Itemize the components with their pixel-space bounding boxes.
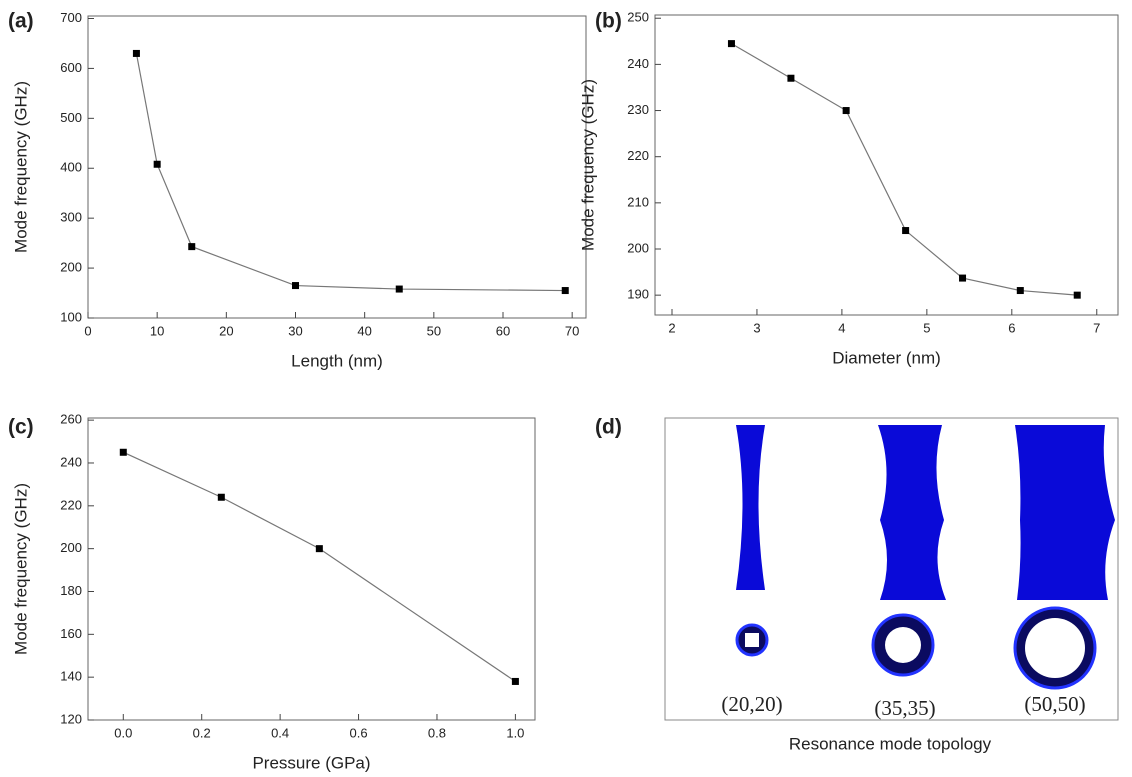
y-tick-label: 220 <box>627 148 649 163</box>
x-tick-label: 0.8 <box>428 725 446 740</box>
structure-label: (35,35) <box>874 696 935 720</box>
point <box>188 243 196 251</box>
plot-frame <box>87 15 587 319</box>
x-tick-label: 20 <box>219 323 233 338</box>
series-line <box>123 451 516 682</box>
y-tick-label: 210 <box>627 194 649 209</box>
point <box>395 285 403 293</box>
caption: Resonance mode topology <box>789 734 992 753</box>
y-tick-label: 240 <box>60 454 82 469</box>
y-tick-label: 240 <box>627 56 649 71</box>
x-axis-label: Pressure (GPa) <box>252 753 370 772</box>
plot-frame <box>87 417 536 721</box>
x-tick-label: 0.4 <box>271 725 289 740</box>
x-axis-label: Length (nm) <box>291 351 383 370</box>
plot-frame <box>654 14 1119 316</box>
y-tick-label: 100 <box>60 309 82 324</box>
panel-label: (b) <box>595 10 622 33</box>
point <box>1073 291 1081 299</box>
x-tick-label: 10 <box>150 323 164 338</box>
x-tick-label: 6 <box>1008 320 1015 335</box>
point <box>787 74 795 82</box>
point <box>727 40 735 48</box>
y-tick-label: 260 <box>60 412 82 427</box>
x-tick-label: 0 <box>84 323 91 338</box>
y-tick-label: 190 <box>627 287 649 302</box>
x-tick-label: 1.0 <box>506 725 524 740</box>
tube <box>736 425 765 590</box>
y-axis-label: Mode frequency (GHz) <box>578 79 597 251</box>
y-tick-label: 600 <box>60 60 82 75</box>
point <box>1016 287 1024 295</box>
point <box>153 160 161 168</box>
point <box>511 677 519 685</box>
y-tick-label: 400 <box>60 160 82 175</box>
panel-label: (d) <box>595 416 622 439</box>
x-tick-label: 0.2 <box>193 725 211 740</box>
y-tick-label: 200 <box>60 260 82 275</box>
cross-section-hole <box>1025 618 1085 678</box>
x-tick-label: 30 <box>288 323 302 338</box>
x-tick-label: 4 <box>838 320 845 335</box>
y-tick-label: 200 <box>627 240 649 255</box>
structure-label: (50,50) <box>1024 692 1085 716</box>
panel-label: (c) <box>8 416 34 439</box>
x-tick-label: 0.0 <box>114 725 132 740</box>
tube <box>1015 425 1115 600</box>
point <box>902 227 910 235</box>
y-tick-label: 140 <box>60 669 82 684</box>
point <box>842 107 850 115</box>
y-axis-label: Mode frequency (GHz) <box>11 81 30 253</box>
y-axis-label: Mode frequency (GHz) <box>11 483 30 655</box>
point <box>315 545 323 553</box>
y-tick-label: 250 <box>627 10 649 25</box>
series-line <box>135 53 566 292</box>
cross-section-hole <box>745 633 759 647</box>
x-tick-label: 5 <box>923 320 930 335</box>
x-tick-label: 60 <box>496 323 510 338</box>
y-tick-label: 160 <box>60 626 82 641</box>
panel-label: (a) <box>8 10 34 33</box>
x-tick-label: 50 <box>427 323 441 338</box>
x-tick-label: 2 <box>668 320 675 335</box>
point <box>292 282 299 290</box>
y-tick-label: 230 <box>627 102 649 117</box>
x-tick-label: 0.6 <box>350 725 368 740</box>
point <box>959 274 967 282</box>
y-tick-label: 700 <box>60 10 82 25</box>
structure-label: (20,20) <box>721 692 782 716</box>
x-tick-label: 40 <box>357 323 371 338</box>
y-tick-label: 300 <box>60 210 82 225</box>
panel-d: (d) (20,20) (35,35) (50,50) Resonance mo… <box>595 416 1119 753</box>
y-tick-label: 220 <box>60 497 82 512</box>
x-tick-label: 70 <box>565 323 579 338</box>
point <box>561 287 569 295</box>
point <box>119 448 127 456</box>
x-axis-label: Diameter (nm) <box>832 348 941 367</box>
x-tick-label: 7 <box>1093 320 1100 335</box>
series-line <box>731 43 1078 296</box>
cross-section-hole <box>885 627 921 663</box>
x-tick-label: 3 <box>753 320 760 335</box>
y-tick-label: 180 <box>60 583 82 598</box>
y-tick-label: 200 <box>60 540 82 555</box>
panel-frame <box>664 417 1119 721</box>
point <box>132 49 140 57</box>
tube <box>878 425 946 600</box>
y-tick-label: 120 <box>60 711 82 726</box>
y-tick-label: 500 <box>60 110 82 125</box>
point <box>217 493 225 501</box>
